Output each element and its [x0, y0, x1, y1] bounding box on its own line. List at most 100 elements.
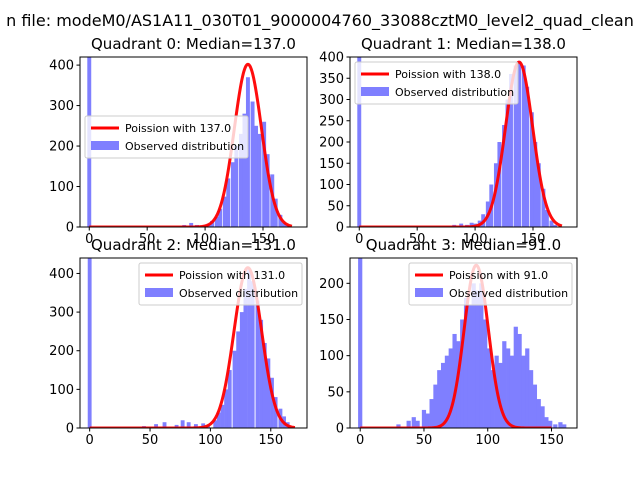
x-tick-label: 100: [198, 433, 223, 448]
hist-bar: [193, 424, 198, 428]
legend: Poission with 138.0 Observed distribution: [354, 61, 519, 105]
hist-bar: [154, 424, 159, 428]
hist-bar: [222, 196, 227, 227]
hist-bar: [456, 341, 461, 428]
x-tick-label: 100: [475, 433, 500, 448]
hist-bar: [262, 343, 267, 428]
hist-bar: [234, 146, 239, 227]
y-tick-label: 400: [319, 51, 344, 66]
y-tick-label: 100: [319, 178, 344, 193]
hist-bar: [266, 358, 271, 428]
hist-bar: [273, 198, 278, 227]
y-tick-label: 200: [49, 344, 74, 359]
figure-title: n file: modeM0/AS1A11_030T01_9000004760_…: [6, 11, 634, 31]
hist-bar: [440, 362, 446, 428]
hist-bar: [216, 412, 221, 428]
hist-bar: [262, 121, 267, 227]
hist-bar: [186, 422, 191, 428]
hist-bar: [255, 300, 260, 428]
hist-bar: [509, 74, 513, 227]
legend-bar-swatch: [145, 288, 173, 297]
hist-bar: [521, 355, 526, 428]
y-tick-label: 300: [319, 93, 344, 108]
hist-bar: [250, 101, 255, 227]
y-tick-label: 50: [327, 385, 344, 400]
hist-bar: [227, 370, 232, 428]
hist-bar: [513, 65, 518, 227]
hist-bar: [483, 319, 488, 428]
hist-bar: [533, 142, 538, 227]
axes-frame: [349, 257, 578, 429]
hist-bar: [549, 220, 554, 227]
hist-bar: [475, 290, 480, 428]
hist-bar: [232, 350, 237, 428]
x-tick-label: 50: [416, 433, 433, 448]
legend-line-label: Poission with 137.0: [125, 122, 231, 135]
legend-box: [84, 115, 249, 159]
x-tick-label: 100: [193, 232, 218, 247]
legend-bar-label: Observed distribution: [395, 86, 514, 99]
hist-bar: [553, 424, 558, 428]
hist-bar: [406, 420, 411, 428]
hist-bar: [250, 281, 255, 428]
y-tick-label: 200: [319, 277, 344, 292]
legend-box: [408, 262, 573, 306]
legend-bar-label: Observed distribution: [179, 287, 298, 300]
legend-bar-label: Observed distribution: [449, 287, 568, 300]
hist-bar: [224, 389, 229, 428]
hist-bar: [544, 210, 549, 227]
hist-bar: [448, 348, 453, 428]
hist-bar: [421, 409, 427, 428]
x-tick-label: 50: [139, 232, 156, 247]
hist-bar: [471, 283, 476, 428]
hist-bar: [497, 142, 502, 227]
hist-bar: [236, 331, 241, 428]
y-tick-label: 0: [66, 422, 74, 437]
hist-bar: [452, 333, 457, 428]
hist-bar: [220, 404, 225, 428]
legend-line-label: Poission with 138.0: [395, 68, 501, 81]
hist-bar: [498, 362, 503, 428]
x-tick-label: 0: [85, 232, 93, 247]
chart-title: Quadrant 3: Median=91.0: [366, 236, 561, 254]
y-tick-label: 300: [49, 99, 74, 114]
legend-bar-swatch: [415, 288, 443, 297]
hist-bar: [536, 399, 541, 428]
hist-bar: [463, 297, 469, 428]
x-tick-label: 0: [356, 433, 364, 448]
hist-bar: [506, 348, 511, 428]
y-tick-label: 350: [319, 72, 344, 87]
hist-bar: [528, 370, 534, 428]
x-tick-label: 150: [251, 232, 276, 247]
y-tick-label: 150: [319, 313, 344, 328]
hist-bar: [411, 417, 416, 428]
chart-title: Quadrant 1: Median=138.0: [361, 35, 566, 53]
hist-bar: [525, 86, 530, 227]
hist-bar: [459, 223, 464, 227]
hist-bar: [189, 222, 194, 227]
y-tick-label: 0: [336, 221, 344, 236]
hist-bar: [243, 288, 248, 428]
y-tick-label: 150: [319, 157, 344, 172]
axes-frame: [79, 56, 308, 228]
y-tick-label: 0: [66, 221, 74, 236]
y-tick-label: 300: [49, 306, 74, 321]
hist-bar: [174, 424, 179, 428]
hist-bar: [213, 420, 218, 428]
x-tick-label: 0: [355, 232, 363, 247]
hist-bar: [490, 370, 495, 428]
hist-bar: [396, 424, 401, 428]
hist-bar: [357, 57, 362, 227]
hist-bar: [479, 283, 484, 428]
hist-bar: [425, 413, 430, 428]
hist-bar: [562, 424, 567, 428]
hist-bar: [544, 417, 549, 428]
x-tick-label: 50: [142, 433, 159, 448]
hist-bar: [415, 420, 420, 428]
hist-bar: [541, 188, 546, 227]
hist-bar: [270, 377, 274, 428]
hist-bar: [517, 61, 522, 227]
hist-bar: [265, 154, 270, 227]
y-tick-label: 100: [49, 180, 74, 195]
